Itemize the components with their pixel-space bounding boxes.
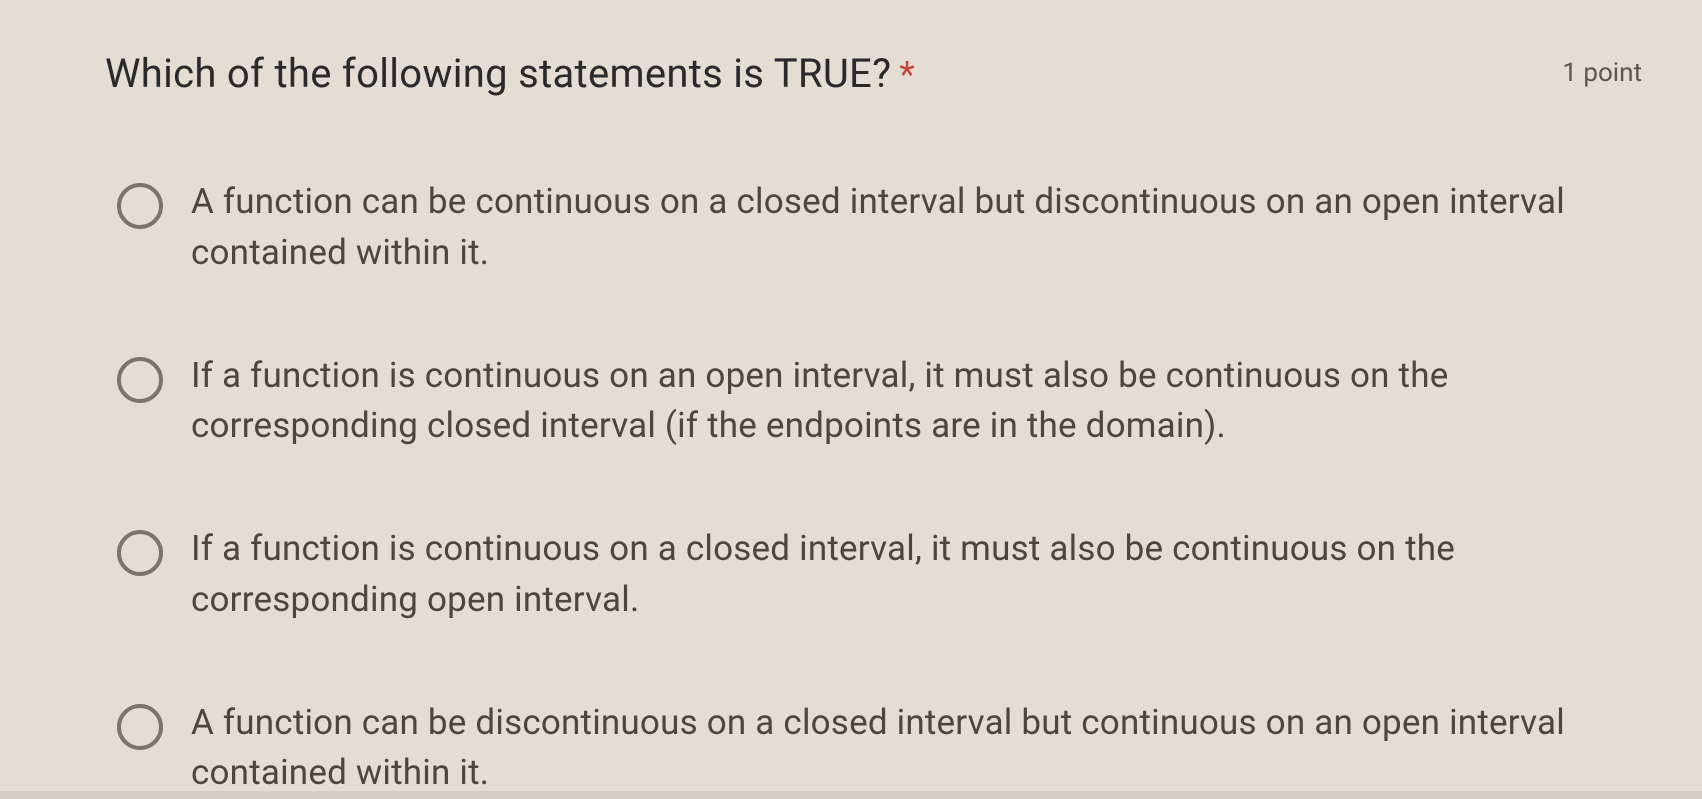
radio-unchecked-icon[interactable] — [117, 183, 163, 229]
question-title-wrapper: Which of the following statements is TRU… — [105, 50, 915, 97]
question-card: Which of the following statements is TRU… — [0, 0, 1702, 791]
option-row[interactable]: A function can be continuous on a closed… — [117, 177, 1642, 279]
radio-unchecked-icon[interactable] — [117, 357, 163, 403]
option-text: If a function is continuous on an open i… — [191, 351, 1642, 453]
option-row[interactable]: If a function is continuous on a closed … — [117, 524, 1642, 626]
radio-unchecked-icon[interactable] — [117, 704, 163, 750]
question-header: Which of the following statements is TRU… — [105, 50, 1642, 97]
option-text: A function can be continuous on a closed… — [191, 177, 1642, 279]
option-text: If a function is continuous on a closed … — [191, 524, 1642, 626]
option-row[interactable]: If a function is continuous on an open i… — [117, 351, 1642, 453]
points-label: 1 point — [1562, 58, 1642, 88]
question-text: Which of the following statements is TRU… — [105, 50, 891, 97]
option-row[interactable]: A function can be discontinuous on a clo… — [117, 698, 1642, 799]
radio-unchecked-icon[interactable] — [117, 530, 163, 576]
options-container: A function can be continuous on a closed… — [105, 177, 1642, 799]
required-asterisk-icon: * — [899, 54, 915, 96]
option-text: A function can be discontinuous on a clo… — [191, 698, 1642, 799]
